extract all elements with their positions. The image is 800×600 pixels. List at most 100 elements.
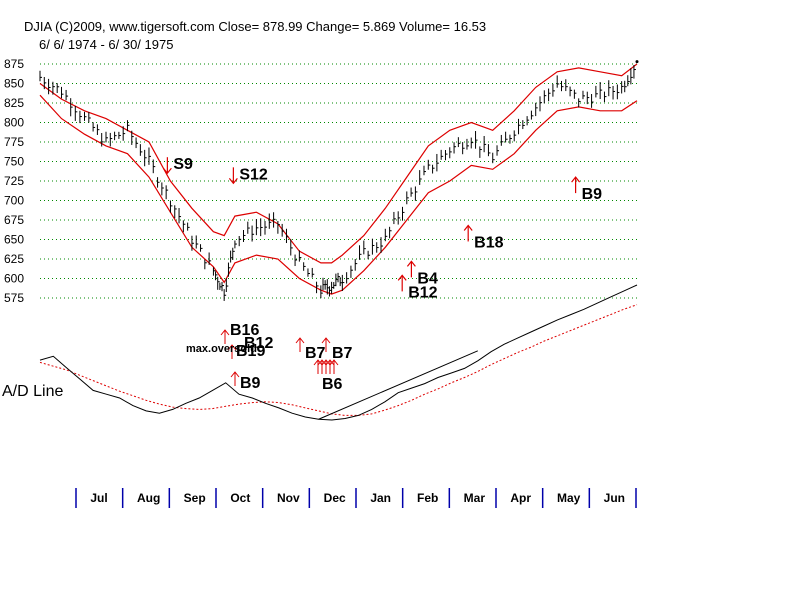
price-bar bbox=[389, 226, 392, 239]
signal-label: B12 bbox=[408, 284, 437, 301]
price-bar bbox=[436, 153, 439, 172]
price-bar bbox=[243, 230, 246, 242]
price-bar bbox=[556, 75, 560, 88]
y-tick-label-700: 700 bbox=[4, 194, 24, 208]
price-bar bbox=[195, 235, 199, 249]
price-bar bbox=[131, 130, 134, 145]
header-line2: 6/ 6/ 1974 - 6/ 30/ 1975 bbox=[39, 37, 173, 52]
price-bar bbox=[530, 110, 534, 120]
signal-b9: B9 bbox=[571, 176, 603, 203]
price-bar bbox=[281, 223, 285, 237]
price-bar bbox=[419, 170, 422, 185]
signal-label: B18 bbox=[474, 234, 503, 251]
price-bar bbox=[101, 133, 104, 147]
price-bar bbox=[406, 191, 409, 205]
price-bar bbox=[303, 262, 306, 271]
price-bar bbox=[462, 142, 465, 155]
price-bar bbox=[221, 281, 225, 292]
price-bar bbox=[191, 235, 194, 251]
price-bar bbox=[247, 221, 250, 234]
price-bar bbox=[70, 98, 73, 117]
month-label-jun: Jun bbox=[604, 491, 625, 505]
price-bar bbox=[60, 86, 64, 99]
price-bar bbox=[359, 245, 362, 260]
price-bar bbox=[612, 85, 616, 100]
price-bar bbox=[139, 144, 143, 156]
month-label-feb: Feb bbox=[417, 491, 438, 505]
price-bar bbox=[526, 116, 530, 126]
price-bar bbox=[423, 165, 426, 176]
price-bar bbox=[444, 150, 448, 161]
price-bar bbox=[298, 250, 302, 262]
price-bar bbox=[509, 134, 512, 144]
price-bar bbox=[535, 102, 538, 117]
price-bar bbox=[479, 146, 482, 158]
annotation-b19: B19 bbox=[236, 343, 265, 360]
ad-signal-arrow bbox=[321, 359, 331, 374]
price-bar bbox=[440, 149, 444, 160]
price-bar bbox=[277, 220, 280, 234]
header-line1: DJIA (C)2009, www.tigersoft.com Close= 8… bbox=[24, 19, 486, 34]
price-bar bbox=[500, 134, 504, 146]
month-label-aug: Aug bbox=[137, 491, 160, 505]
month-label-jan: Jan bbox=[370, 491, 391, 505]
ad-signal-arrow bbox=[220, 329, 230, 344]
y-tick-label-675: 675 bbox=[4, 213, 24, 227]
price-bar bbox=[96, 124, 100, 135]
price-bar bbox=[380, 237, 384, 254]
signal-label: B4 bbox=[417, 270, 438, 287]
price-bar bbox=[518, 118, 521, 135]
ad-line bbox=[39, 284, 638, 421]
ad-signal-arrow bbox=[317, 359, 327, 374]
price-bar bbox=[65, 89, 69, 101]
price-bar bbox=[487, 144, 491, 157]
y-tick-label-775: 775 bbox=[4, 135, 24, 149]
price-bar bbox=[630, 68, 633, 85]
price-bar bbox=[595, 85, 598, 98]
y-tick-label-725: 725 bbox=[4, 174, 24, 188]
y-tick-label-650: 650 bbox=[4, 233, 24, 247]
price-bar bbox=[414, 186, 418, 201]
price-bar bbox=[311, 267, 315, 278]
price-bar bbox=[182, 220, 186, 233]
price-bar bbox=[350, 265, 353, 278]
price-bar bbox=[548, 88, 551, 102]
signal-label: S9 bbox=[173, 156, 193, 173]
price-bar bbox=[152, 159, 156, 174]
price-bar bbox=[264, 220, 267, 235]
ad-trendline bbox=[318, 350, 478, 420]
price-bar bbox=[466, 138, 469, 150]
lower-band-line bbox=[39, 94, 638, 295]
price-bar bbox=[307, 268, 310, 277]
annotation-b16: B16 bbox=[230, 322, 259, 339]
price-bar bbox=[294, 254, 298, 267]
price-bar bbox=[539, 96, 543, 112]
ad-signal-arrow bbox=[227, 344, 237, 359]
price-bar bbox=[470, 137, 474, 149]
price-bar bbox=[217, 276, 220, 290]
price-bar bbox=[161, 182, 164, 196]
y-tick-label-825: 825 bbox=[4, 96, 24, 110]
price-bar bbox=[148, 147, 151, 165]
price-bar bbox=[337, 272, 341, 283]
price-bar bbox=[114, 131, 117, 141]
price-bar bbox=[56, 83, 60, 94]
signal-b4: B4 bbox=[406, 260, 438, 287]
price-bar bbox=[157, 177, 160, 188]
signal-label: B9 bbox=[582, 186, 603, 203]
ad-signal-arrow bbox=[321, 337, 331, 352]
price-bar bbox=[393, 211, 396, 225]
price-bar bbox=[627, 75, 630, 87]
price-bar bbox=[397, 211, 401, 225]
price-bar bbox=[376, 242, 379, 253]
price-bar bbox=[578, 98, 581, 108]
price-bar bbox=[174, 205, 177, 219]
price-bar bbox=[43, 76, 47, 90]
price-y-axis: 875 850 825 800 775 750 725 700 675 650 625 600 575 bbox=[4, 57, 24, 305]
price-bar bbox=[135, 137, 139, 149]
price-bar bbox=[268, 213, 272, 229]
month-label-jul: Jul bbox=[90, 491, 107, 505]
y-tick-label-625: 625 bbox=[4, 252, 24, 266]
price-bar bbox=[367, 250, 371, 260]
